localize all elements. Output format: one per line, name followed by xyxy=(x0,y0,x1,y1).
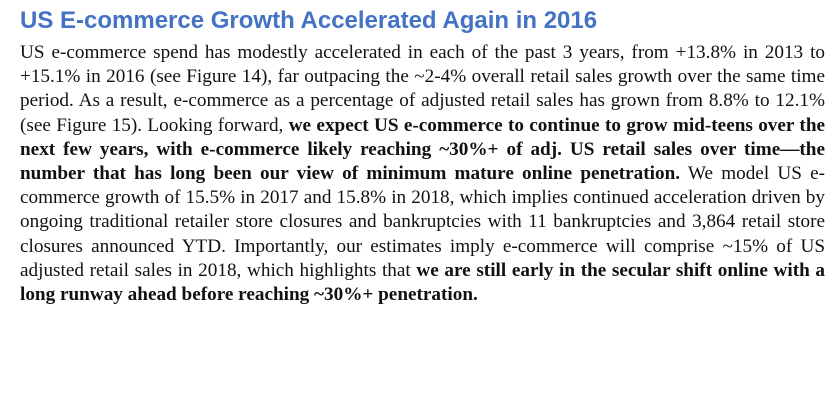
body-paragraph: US e-commerce spend has modestly acceler… xyxy=(20,41,825,307)
paragraph-text-model: We model US e-commerce growth of 15.5% i… xyxy=(20,163,825,281)
paragraph-emphasis-outlook: we expect US e-commerce to continue to g… xyxy=(20,114,826,185)
paragraph-text-intro: US e-commerce spend has modestly acceler… xyxy=(20,42,825,136)
document-page: US E-commerce Growth Accelerated Again i… xyxy=(20,6,825,307)
section-heading: US E-commerce Growth Accelerated Again i… xyxy=(20,7,598,34)
paragraph-emphasis-runway: we are still early in the secular shift … xyxy=(20,259,825,306)
